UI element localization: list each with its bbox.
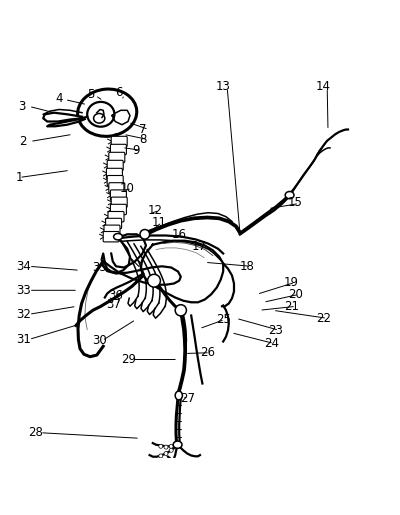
Text: 18: 18 xyxy=(240,260,255,273)
Text: 15: 15 xyxy=(288,196,303,209)
Text: 32: 32 xyxy=(16,308,31,321)
Text: 31: 31 xyxy=(16,333,31,346)
FancyBboxPatch shape xyxy=(110,144,126,154)
FancyBboxPatch shape xyxy=(104,225,120,235)
Text: 22: 22 xyxy=(316,312,331,325)
Text: 27: 27 xyxy=(180,392,195,405)
Text: 36: 36 xyxy=(108,289,124,302)
Polygon shape xyxy=(105,238,130,273)
Polygon shape xyxy=(141,241,223,302)
Text: 2: 2 xyxy=(20,135,27,148)
Circle shape xyxy=(159,454,163,458)
Polygon shape xyxy=(78,262,103,357)
FancyBboxPatch shape xyxy=(111,136,127,147)
Text: 3: 3 xyxy=(18,100,26,113)
FancyBboxPatch shape xyxy=(111,197,127,208)
Ellipse shape xyxy=(175,391,182,400)
FancyBboxPatch shape xyxy=(106,218,122,229)
Ellipse shape xyxy=(173,441,182,448)
Text: 9: 9 xyxy=(132,144,140,157)
FancyBboxPatch shape xyxy=(109,183,125,193)
Text: 11: 11 xyxy=(152,216,167,229)
Text: 23: 23 xyxy=(268,324,284,337)
Text: 20: 20 xyxy=(288,288,303,301)
Text: 14: 14 xyxy=(316,80,331,93)
Text: 4: 4 xyxy=(56,92,63,105)
Ellipse shape xyxy=(78,89,137,136)
Circle shape xyxy=(169,448,173,452)
FancyBboxPatch shape xyxy=(109,152,125,163)
FancyBboxPatch shape xyxy=(103,232,119,242)
Text: 13: 13 xyxy=(216,80,231,93)
Text: 29: 29 xyxy=(121,353,136,366)
Circle shape xyxy=(164,445,168,449)
Text: 10: 10 xyxy=(120,182,135,195)
FancyBboxPatch shape xyxy=(108,212,124,222)
Text: 24: 24 xyxy=(264,337,279,350)
Text: 1: 1 xyxy=(16,171,23,184)
Circle shape xyxy=(169,444,173,448)
Text: 5: 5 xyxy=(88,88,95,101)
Text: 21: 21 xyxy=(284,300,300,313)
Text: 30: 30 xyxy=(92,334,106,347)
Text: 25: 25 xyxy=(216,313,231,326)
FancyBboxPatch shape xyxy=(110,204,126,215)
Text: 37: 37 xyxy=(106,298,122,311)
Text: 7: 7 xyxy=(140,123,147,136)
Text: 33: 33 xyxy=(16,284,30,297)
FancyBboxPatch shape xyxy=(106,168,122,179)
FancyBboxPatch shape xyxy=(107,160,123,170)
Polygon shape xyxy=(102,253,181,285)
Polygon shape xyxy=(43,113,87,122)
Text: 19: 19 xyxy=(284,276,299,289)
Ellipse shape xyxy=(285,192,294,199)
Text: 8: 8 xyxy=(140,133,147,146)
Text: 28: 28 xyxy=(28,426,43,439)
Circle shape xyxy=(159,444,163,448)
Text: 12: 12 xyxy=(148,204,163,217)
Text: 17: 17 xyxy=(192,240,207,253)
Circle shape xyxy=(164,452,168,455)
Polygon shape xyxy=(112,110,130,125)
Text: 26: 26 xyxy=(200,346,216,359)
Ellipse shape xyxy=(114,233,122,240)
Text: 16: 16 xyxy=(172,228,187,241)
Circle shape xyxy=(175,305,186,316)
FancyBboxPatch shape xyxy=(110,190,126,200)
Text: 34: 34 xyxy=(16,260,31,273)
Polygon shape xyxy=(47,118,85,126)
Text: 35: 35 xyxy=(92,261,106,274)
FancyBboxPatch shape xyxy=(107,176,123,186)
Circle shape xyxy=(148,274,160,287)
Circle shape xyxy=(140,230,150,239)
Text: 6: 6 xyxy=(116,86,123,99)
